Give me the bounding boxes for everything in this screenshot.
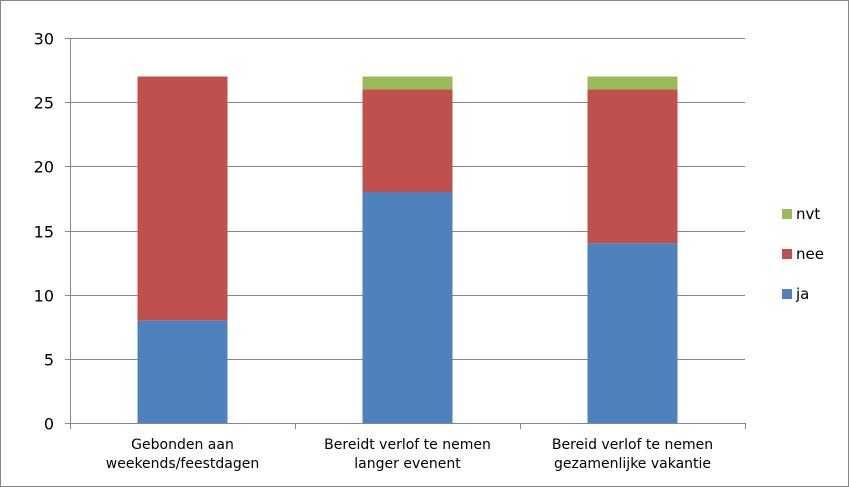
legend-swatch-nee — [782, 249, 792, 259]
x-category-label-0-1: weekends/feestdagen — [106, 456, 259, 472]
bar-nee-1 — [362, 89, 453, 192]
bar-nee-0 — [137, 76, 228, 321]
y-tick-label-0: 0 — [44, 415, 54, 434]
y-tick-label-10: 10 — [34, 287, 54, 306]
legend-label-nvt: nvt — [796, 205, 820, 223]
bar-nvt-2 — [587, 76, 678, 90]
legend-label-nee: nee — [796, 245, 824, 263]
bar-nee-2 — [587, 89, 678, 244]
y-tick-label-30: 30 — [34, 30, 54, 49]
bar-ja-0 — [137, 320, 228, 423]
x-category-label-0-0: Gebonden aan — [131, 437, 234, 453]
legend-swatch-nvt — [782, 209, 792, 219]
x-category-label-2-1: gezamenlijke vakantie — [554, 456, 711, 472]
bar-nvt-1 — [362, 76, 453, 90]
bar-ja-1 — [362, 192, 453, 423]
bar-ja-2 — [587, 243, 678, 423]
x-category-label-2-0: Bereid verlof te nemen — [552, 437, 713, 453]
legend-label-ja: ja — [795, 285, 809, 303]
y-tick-label-15: 15 — [34, 223, 54, 242]
y-tick-label-5: 5 — [44, 351, 54, 370]
legend-swatch-ja — [782, 289, 792, 299]
x-category-label-1-1: langer evenent — [354, 456, 461, 472]
y-tick-label-25: 25 — [34, 94, 54, 113]
y-tick-label-20: 20 — [34, 158, 54, 177]
x-category-label-1-0: Bereidt verlof te nemen — [324, 437, 491, 453]
